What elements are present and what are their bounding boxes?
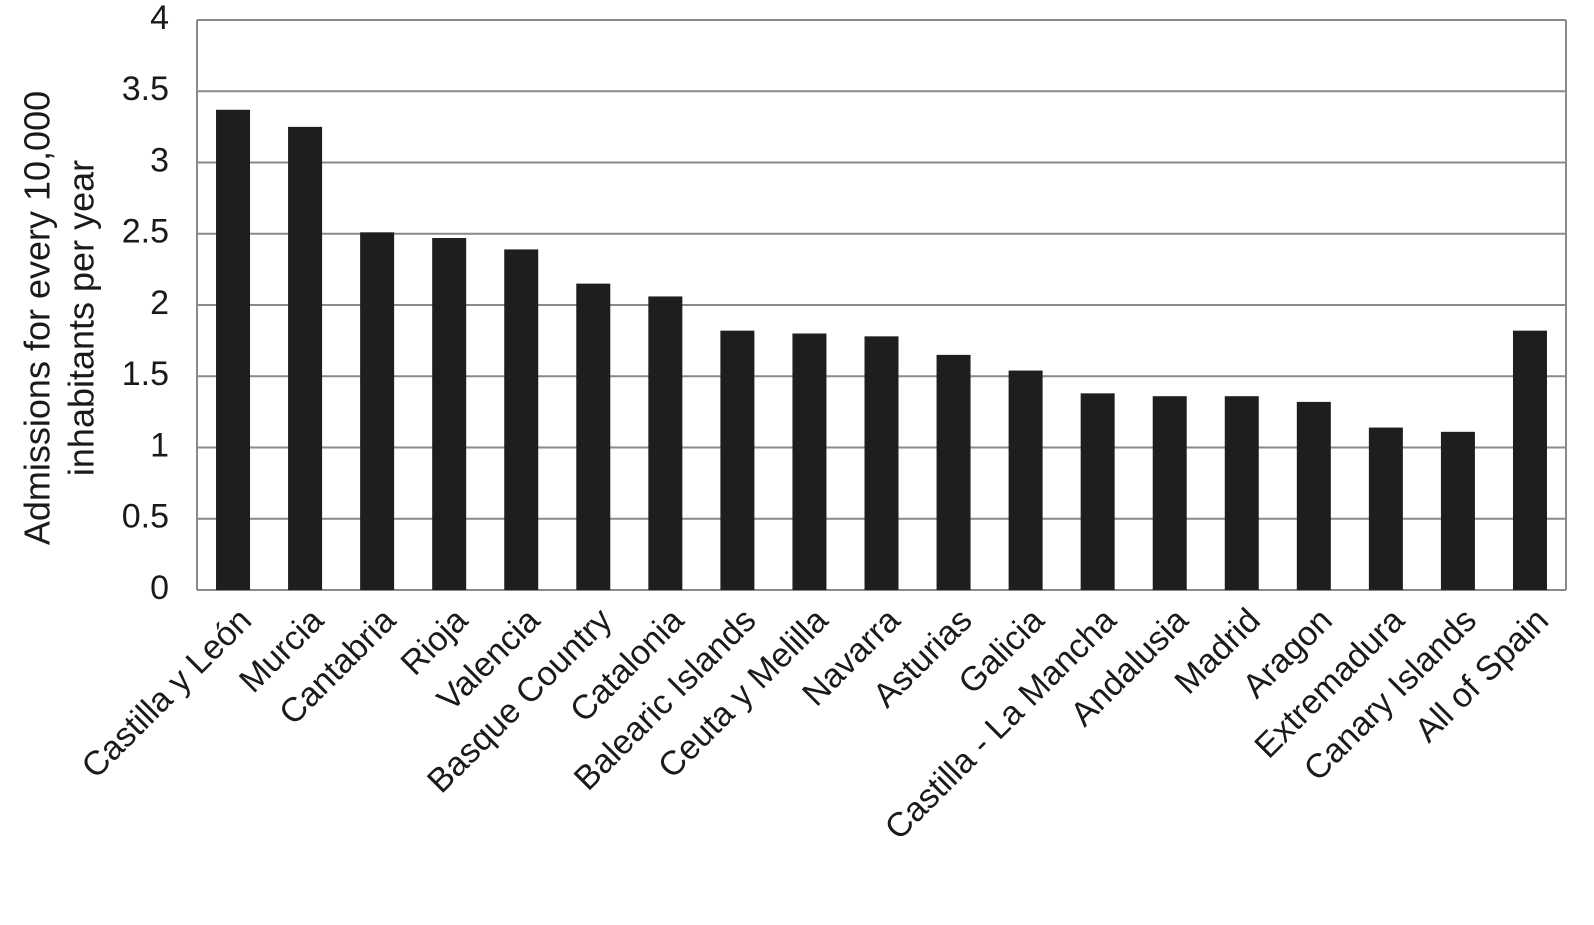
bar <box>1368 427 1403 590</box>
y-tick-label: 1.5 <box>122 355 169 393</box>
y-tick-label: 0 <box>150 569 169 607</box>
bar <box>720 330 755 590</box>
y-axis-title: Admissions for every 10,000 inhabitants … <box>17 91 102 545</box>
bar <box>1440 431 1475 590</box>
bar <box>1080 393 1115 590</box>
bar <box>1296 401 1331 590</box>
bar <box>1512 330 1547 590</box>
y-axis-title-line: inhabitants per year <box>61 160 102 476</box>
y-tick-label: 0.5 <box>122 498 169 536</box>
y-tick-label: 1 <box>150 426 169 464</box>
bar <box>936 354 971 590</box>
bar <box>288 126 323 590</box>
bar <box>792 333 827 590</box>
y-tick-label: 3 <box>150 141 169 179</box>
y-tick-label: 2.5 <box>122 213 169 251</box>
x-tick-label: Castilla y León <box>74 601 259 786</box>
bar <box>1152 396 1187 590</box>
y-tick-label: 3.5 <box>122 70 169 108</box>
y-tick-label: 4 <box>150 0 169 37</box>
y-axis-title-line: Admissions for every 10,000 <box>17 91 58 545</box>
bar <box>360 232 395 590</box>
bar <box>864 336 899 590</box>
bar <box>216 109 251 591</box>
bar <box>576 283 611 590</box>
bar <box>1008 370 1043 590</box>
bar <box>1224 396 1259 590</box>
bar <box>432 238 467 590</box>
bar <box>504 249 539 591</box>
bar <box>648 296 683 590</box>
y-tick-label: 2 <box>150 284 169 322</box>
